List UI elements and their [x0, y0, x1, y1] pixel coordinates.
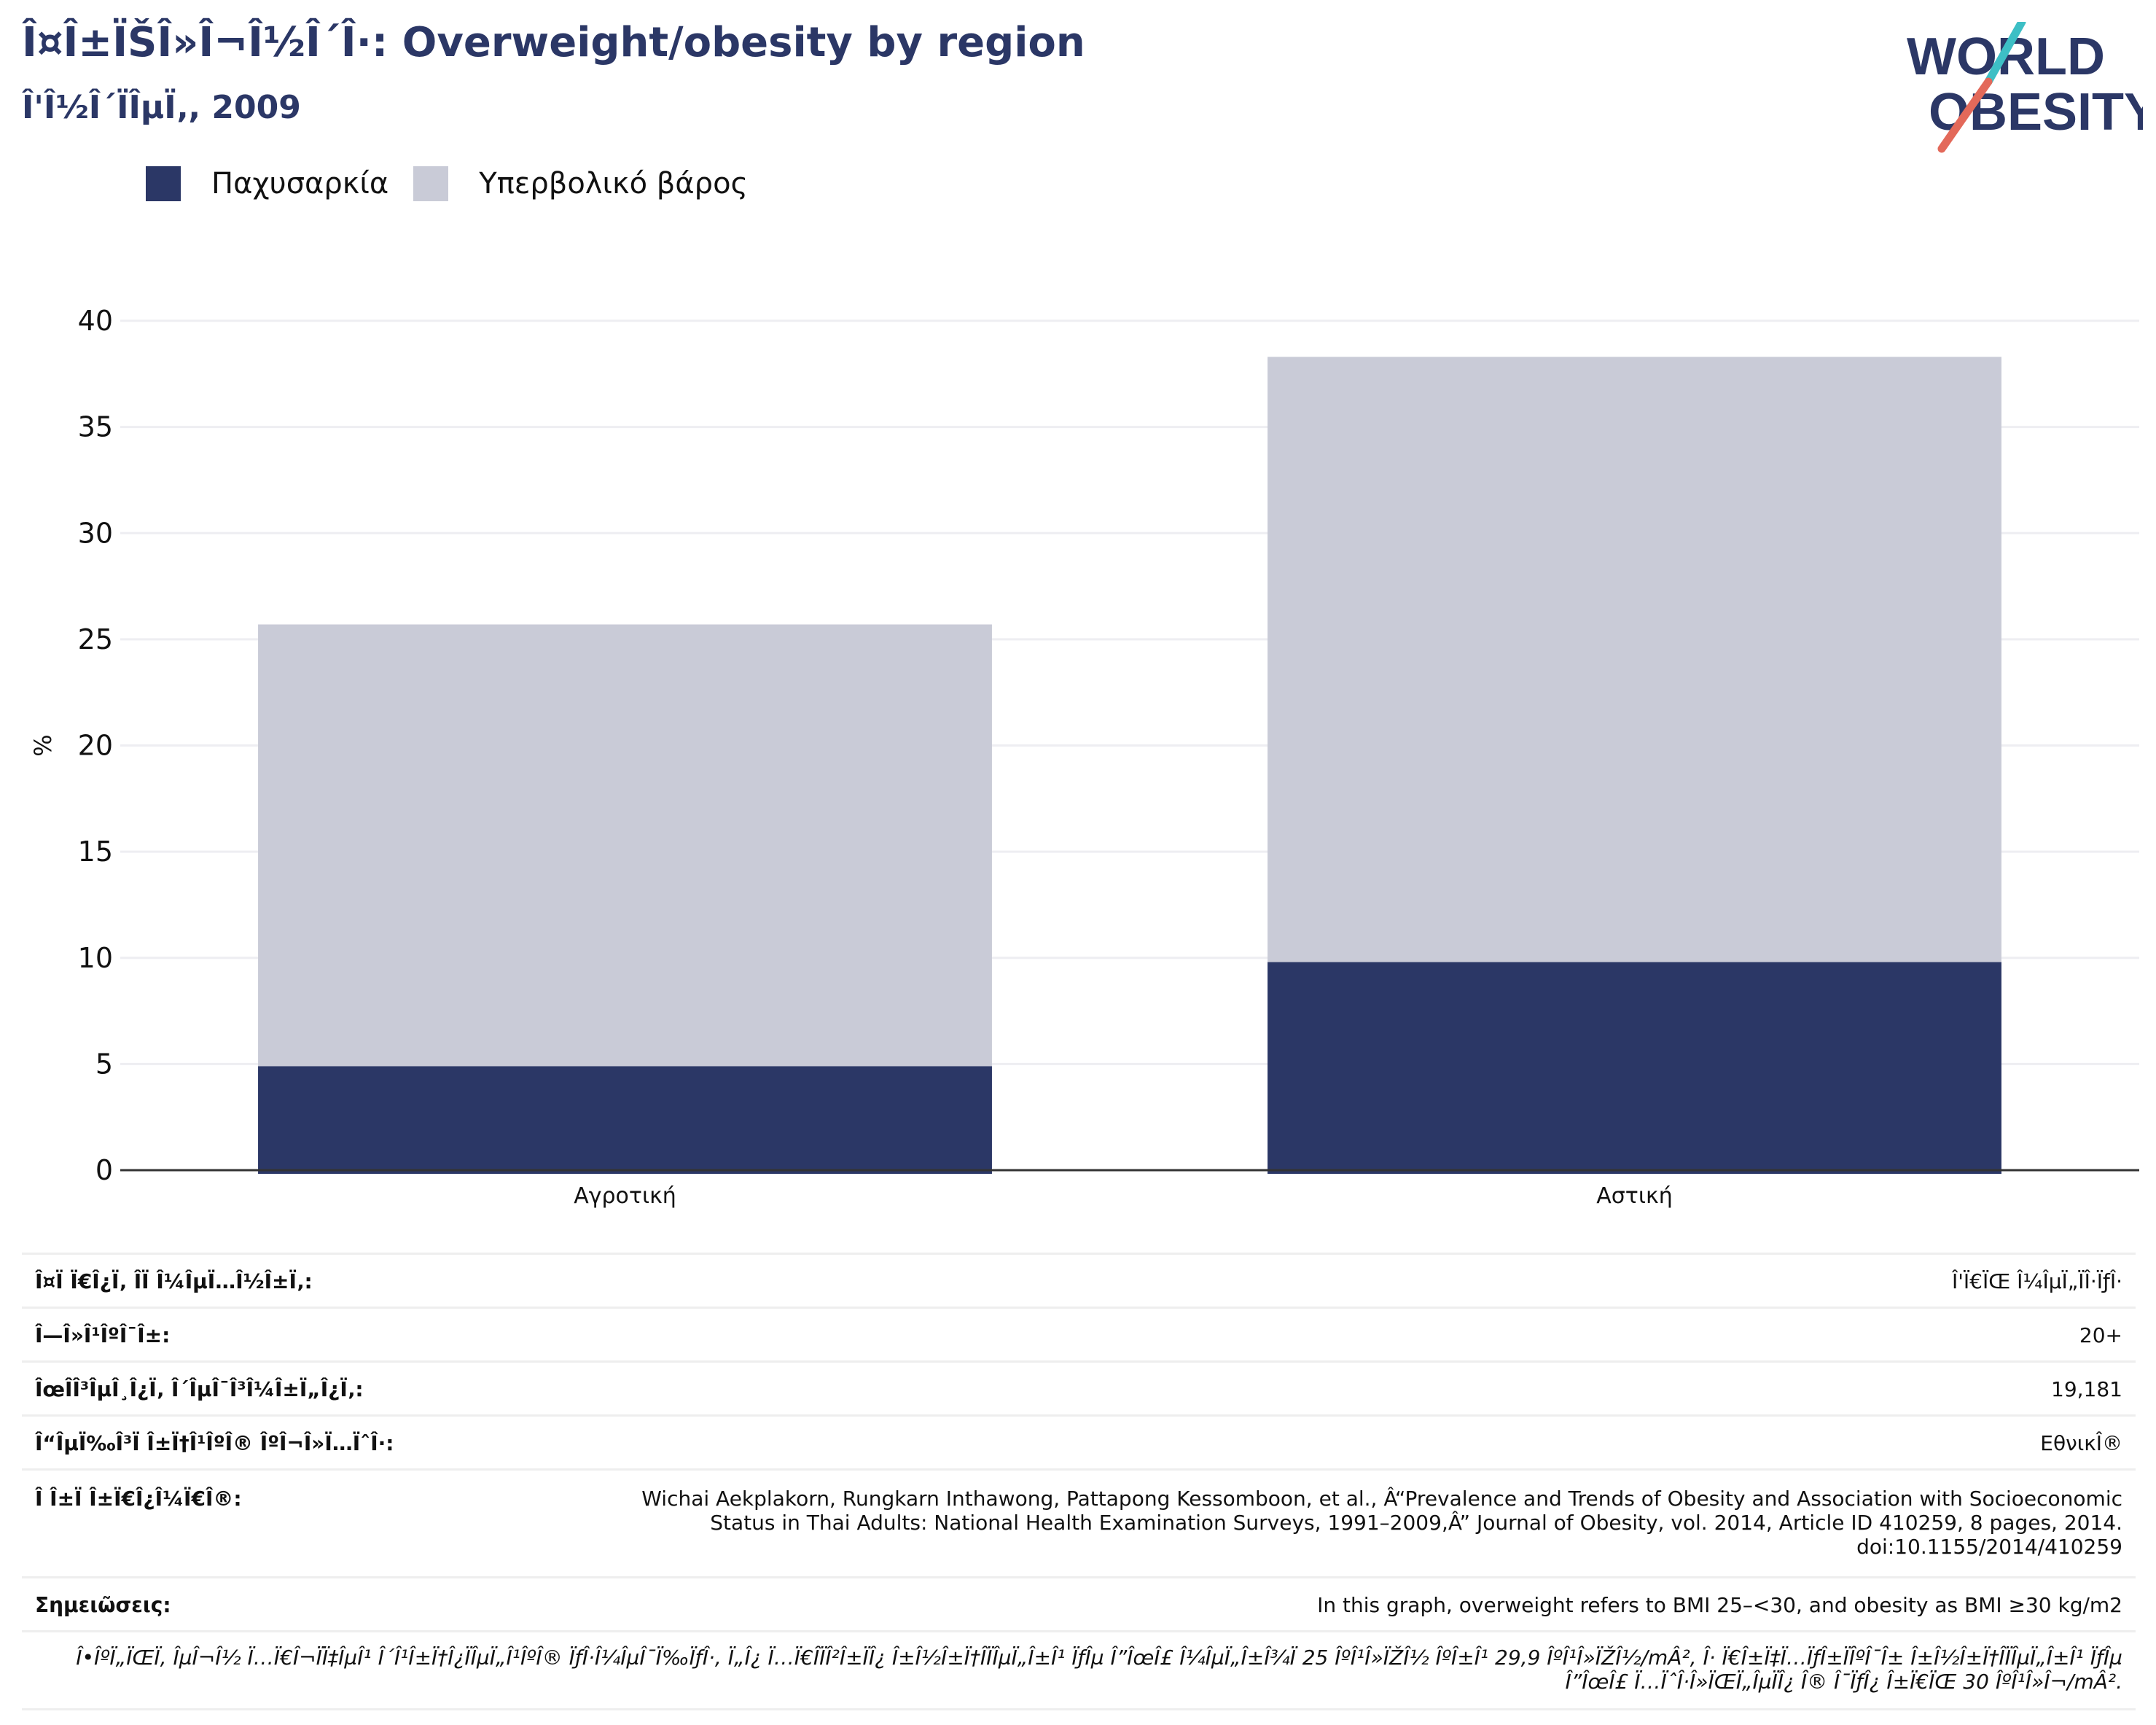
meta-value: 20+: [2079, 1323, 2122, 1347]
x-tick-label: Αστική: [1596, 1183, 1672, 1209]
meta-row-notes: Σημειῶσεις: In this graph, overweight re…: [22, 1576, 2136, 1630]
chart-legend: Παχυσαρκία Υπερβολικό βάρος: [146, 166, 773, 201]
chart-subtitle: Î'Î½Î´ÏÎµÏ‚, 2009: [22, 89, 301, 126]
x-tick-label: Αγροτική: [574, 1183, 676, 1209]
legend-swatch-overweight: [413, 166, 449, 201]
y-tick-label: 20: [78, 730, 113, 762]
world-obesity-logo: WORLD OBESITY: [1907, 22, 2143, 153]
meta-value: In this graph, overweight refers to BMI …: [1317, 1593, 2122, 1617]
stacked-bar-chart: 0 5 10 15 20 25 30 35 40% Αγροτική Αστική: [29, 305, 2139, 1209]
bar-segment-overweight: [258, 624, 992, 1067]
y-axis-label: %: [29, 734, 57, 756]
meta-row-measure-type: Î¤Ï Ï€Î¿Ï‚ ÎÏ Î¼ÎµÏ…Î½Î±Ï‚: Î'Ï€ÏŒ Î¼ÎµÏ…: [22, 1253, 2136, 1307]
legend-item-overweight[interactable]: Υπερβολικό βάρος: [413, 166, 748, 201]
meta-label: ÎœÎ­Î³ÎµÎ¸Î¿Ï‚ Î´ÎµÎ¯Î³Î¼Î±Ï„Î¿Ï‚:: [35, 1377, 364, 1401]
meta-label: Î“ÎµÏ‰Î³Ï Î±Ï†Î¹ÎºÎ® ÎºÎ¬Î»Ï…ÏˆÎ·:: [35, 1431, 394, 1455]
logo-text-obesity: OBESITY: [1929, 83, 2143, 141]
y-tick-label: 35: [78, 411, 113, 443]
logo-slash-top: [1984, 22, 2026, 86]
meta-value: 19,181: [2051, 1377, 2122, 1401]
y-tick-label: 10: [78, 942, 113, 974]
bar-segment-obesity: [258, 1066, 992, 1174]
y-tick-label: 0: [95, 1154, 113, 1186]
y-tick-label: 30: [78, 517, 113, 549]
meta-value-reference: Wichai Aekplakorn, Rungkarn Inthawong, P…: [641, 1487, 2122, 1559]
meta-label: Î Î±Ï Î±Ï€Î¿Î¼Ï€Î®:: [35, 1487, 242, 1511]
meta-row-sample-size: ÎœÎ­Î³ÎµÎ¸Î¿Ï‚ Î´ÎµÎ¯Î³Î¼Î±Ï„Î¿Ï‚: 19,18…: [22, 1360, 2136, 1414]
meta-label: Î¤Ï Ï€Î¿Ï‚ ÎÏ Î¼ÎµÏ…Î½Î±Ï‚:: [35, 1269, 313, 1293]
meta-row-age: Î—Î»Î¹ÎºÎ¯Î±: 20+: [22, 1307, 2136, 1360]
meta-value: Î'Ï€ÏŒ Î¼ÎµÏ„ÏÎ·ÏƒÎ·: [1951, 1269, 2122, 1293]
y-tick-label: 15: [78, 836, 113, 868]
legend-swatch-obesity: [146, 166, 181, 201]
bar-segment-overweight: [1268, 357, 2001, 962]
meta-label: Σημειῶσεις:: [35, 1593, 171, 1617]
meta-value: ΕθνικÎ®: [2040, 1431, 2122, 1455]
y-tick-label: 40: [78, 305, 113, 337]
meta-row-coverage: Î“ÎµÏ‰Î³Ï Î±Ï†Î¹ÎºÎ® ÎºÎ¬Î»Ï…ÏˆÎ·: Εθνικ…: [22, 1414, 2136, 1468]
legend-item-obesity[interactable]: Παχυσαρκία: [146, 166, 388, 201]
y-tick-label: 5: [95, 1048, 113, 1080]
legend-label-obesity: Παχυσαρκία: [211, 167, 389, 200]
y-tick-label: 25: [78, 623, 113, 655]
metadata-table: Î¤Ï Ï€Î¿Ï‚ ÎÏ Î¼ÎµÏ…Î½Î±Ï‚: Î'Ï€ÏŒ Î¼ÎµÏ…: [22, 1253, 2136, 1710]
definition-note: Î•ÎºÏ„ÏŒÏ‚ ÎµÎ¬Î½ Ï…Ï€Î¬ÏÏ‡ÎµÎ¹ Î´Î¹Î±Ï†…: [22, 1630, 2136, 1710]
meta-row-reference: Î Î±Ï Î±Ï€Î¿Î¼Ï€Î®: Wichai Aekplakorn, R…: [22, 1468, 2136, 1576]
legend-label-overweight: Υπερβολικό βάρος: [479, 167, 749, 200]
meta-label: Î—Î»Î¹ÎºÎ¯Î±:: [35, 1323, 171, 1347]
bar-segment-obesity: [1268, 962, 2001, 1174]
chart-title: Î¤Î±ÏŠÎ»Î¬Î½Î´Î·: Overweight/obesity by …: [22, 19, 1085, 66]
logo-slash-bottom: [1937, 77, 1993, 153]
